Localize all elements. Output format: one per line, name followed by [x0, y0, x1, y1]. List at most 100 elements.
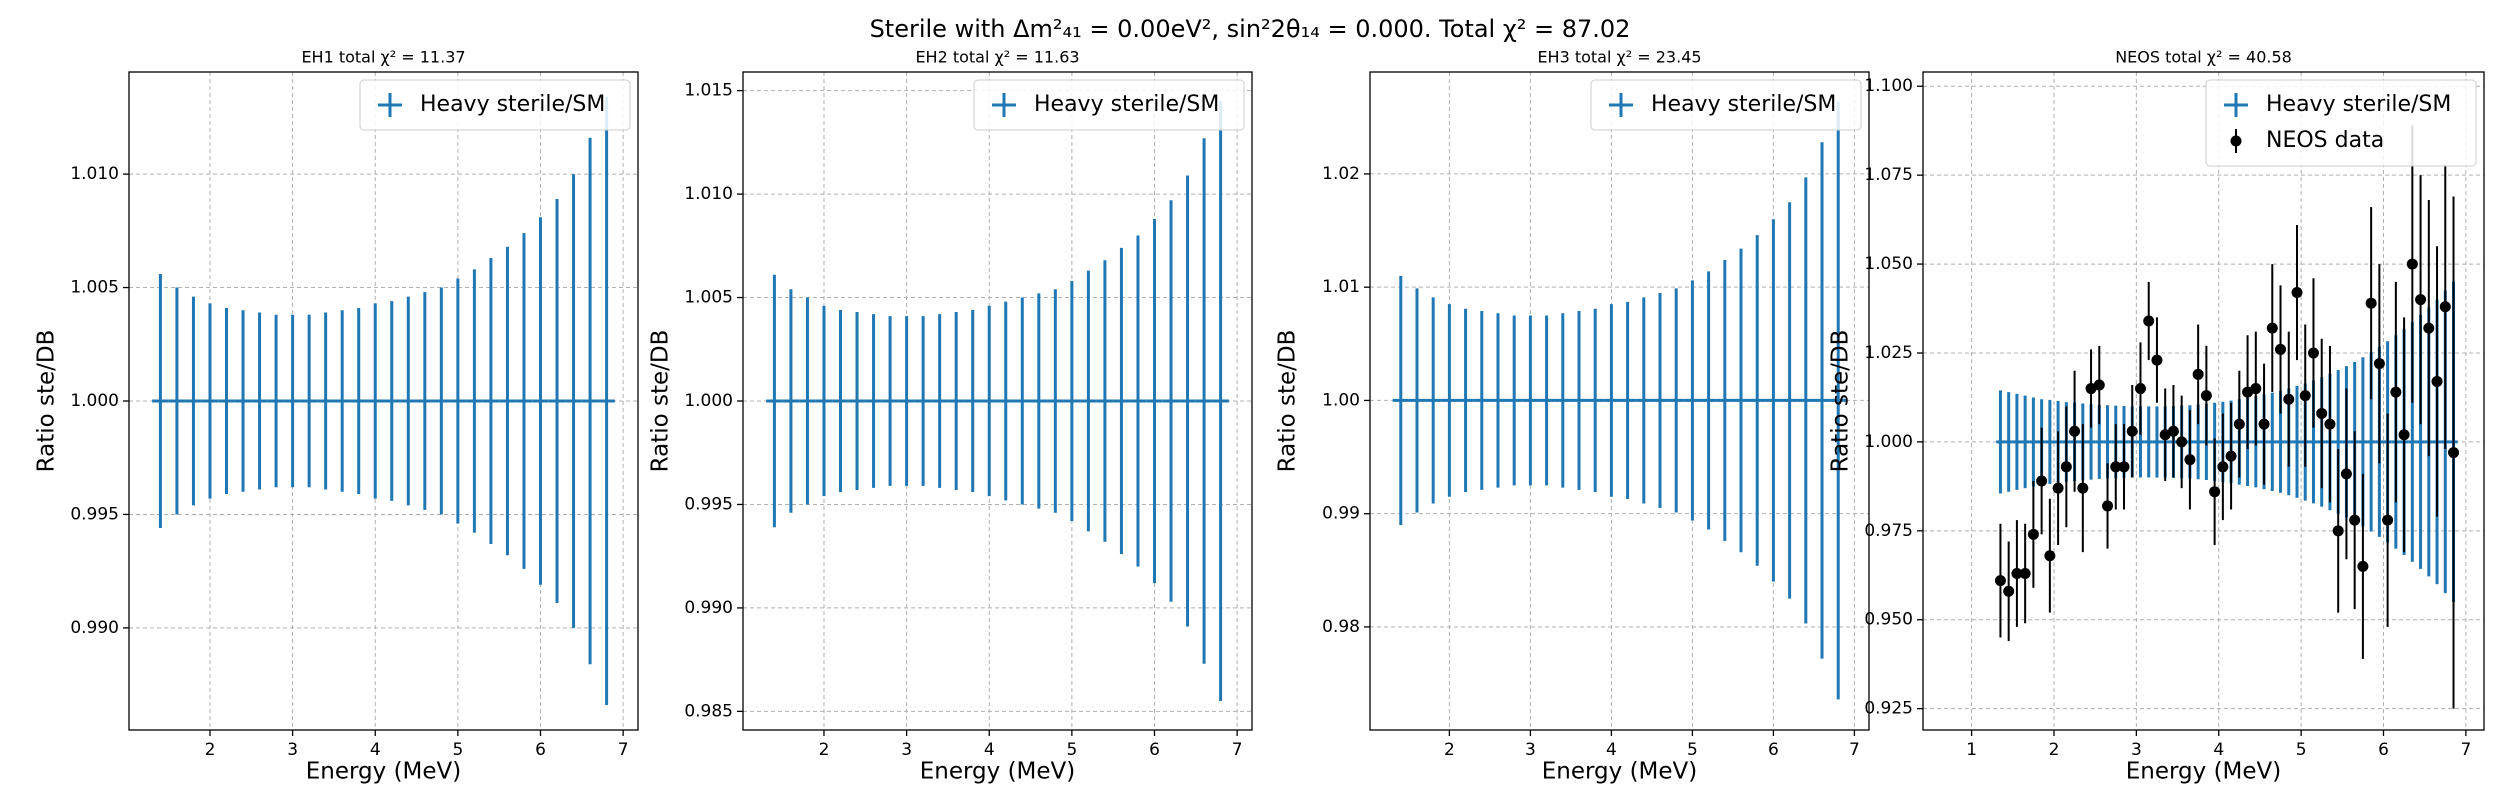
axes-frame: [1922, 71, 2485, 731]
data-point: [2365, 297, 2377, 309]
data-point: [2110, 461, 2122, 473]
y-tick-label: 0.990: [684, 598, 733, 618]
y-tick-label: 1.01: [1322, 277, 1360, 297]
y-tick-label: 1.02: [1322, 164, 1360, 184]
x-tick-label: 3: [2131, 740, 2142, 760]
data-point: [2085, 383, 2097, 395]
x-tick-label: 4: [1606, 740, 1617, 760]
x-tick-label: 2: [1444, 740, 1455, 760]
x-axis-label: Energy (MeV): [306, 759, 462, 785]
legend-label: NEOS data: [2266, 128, 2384, 153]
data-point: [2036, 475, 2048, 487]
y-tick-label: 0.98: [1322, 617, 1360, 637]
legend-box: [973, 79, 1245, 131]
data-point: [2250, 383, 2262, 395]
data-point: [2349, 514, 2361, 526]
data-point: [2077, 482, 2089, 494]
x-tick-label: 4: [370, 740, 381, 760]
subplot-title: EH1 total χ² = 11.37: [301, 48, 465, 67]
x-tick-label: 3: [287, 740, 298, 760]
data-point: [2382, 514, 2394, 526]
x-tick-label: 2: [205, 740, 216, 760]
data-point: [2332, 525, 2344, 537]
x-tick-label: 4: [984, 740, 995, 760]
data-point: [2143, 315, 2155, 327]
axes-frame: [128, 71, 639, 731]
subplot-title: EH2 total χ² = 11.63: [915, 48, 1079, 67]
x-tick-label: 2: [819, 740, 830, 760]
data-point: [2373, 358, 2385, 370]
legend-box: [2205, 79, 2477, 167]
data-point: [2184, 454, 2196, 466]
y-tick-label: 1.005: [70, 278, 119, 298]
y-tick-label: 1.010: [70, 164, 119, 184]
x-tick-label: 5: [1687, 740, 1698, 760]
data-point: [2357, 560, 2369, 572]
x-tick-label: 7: [2460, 740, 2471, 760]
data-point: [2266, 322, 2278, 334]
x-tick-label: 4: [2213, 740, 2224, 760]
x-tick-label: 3: [901, 740, 912, 760]
x-tick-label: 2: [2049, 740, 2060, 760]
data-point: [2406, 258, 2418, 270]
x-axis-label: Energy (MeV): [1542, 759, 1698, 785]
axes-frame: [742, 71, 1253, 731]
x-tick-label: 7: [1849, 740, 1860, 760]
y-tick-label: 1.025: [1864, 343, 1913, 363]
data-point: [2093, 379, 2105, 391]
data-point: [2151, 354, 2163, 366]
x-tick-label: 5: [452, 740, 463, 760]
x-tick-label: 5: [2296, 740, 2307, 760]
data-point: [2283, 393, 2295, 405]
y-tick-label: 1.000: [1864, 432, 1913, 452]
x-tick-label: 7: [618, 740, 629, 760]
data-point: [2390, 386, 2402, 398]
y-tick-label: 0.975: [1864, 521, 1913, 541]
data-point: [2439, 301, 2451, 313]
y-tick-label: 0.950: [1864, 610, 1913, 630]
y-tick-label: 0.995: [684, 494, 733, 514]
legend-label: Heavy sterile/SM: [1651, 92, 1836, 117]
data-point: [2209, 486, 2221, 498]
data-point: [2398, 429, 2410, 441]
y-tick-label: 1.00: [1322, 390, 1360, 410]
data-point: [2200, 390, 2212, 402]
legend-label: Heavy sterile/SM: [2266, 92, 2451, 117]
y-tick-label: 0.995: [70, 504, 119, 524]
y-axis-label: Ratio ste/DB: [1275, 330, 1301, 473]
data-point: [2258, 418, 2270, 430]
data-point: [2134, 383, 2146, 395]
data-point: [2233, 418, 2245, 430]
x-axis-label: Energy (MeV): [920, 759, 1076, 785]
legend-box: [1590, 79, 1862, 131]
data-point: [1994, 575, 2006, 587]
legend-swatch: [2230, 135, 2242, 147]
data-point: [2316, 407, 2328, 419]
data-point: [2052, 482, 2064, 494]
x-tick-label: 3: [1525, 740, 1536, 760]
data-point: [2102, 500, 2114, 512]
data-point: [2431, 375, 2443, 387]
y-tick-label: 0.925: [1864, 699, 1913, 719]
data-point: [2299, 390, 2311, 402]
data-point: [2291, 287, 2303, 299]
y-tick-label: 1.010: [684, 184, 733, 204]
data-point: [2003, 585, 2015, 597]
data-point: [2069, 425, 2081, 437]
data-point: [2126, 425, 2138, 437]
data-point: [2044, 550, 2056, 562]
y-tick-label: 1.075: [1864, 165, 1913, 185]
legend-label: Heavy sterile/SM: [1034, 92, 1219, 117]
x-axis-label: Energy (MeV): [2126, 759, 2282, 785]
data-point: [2448, 447, 2460, 459]
axes-frame: [1369, 71, 1870, 731]
data-point: [2159, 429, 2171, 441]
data-point: [2060, 461, 2072, 473]
y-tick-label: 1.005: [684, 288, 733, 308]
x-tick-label: 7: [1232, 740, 1243, 760]
figure-title: Sterile with Δm²₄₁ = 0.00eV², sin²2θ₁₄ =…: [870, 15, 1631, 43]
y-tick-label: 1.000: [684, 391, 733, 411]
data-point: [2242, 386, 2254, 398]
data-point: [2176, 436, 2188, 448]
